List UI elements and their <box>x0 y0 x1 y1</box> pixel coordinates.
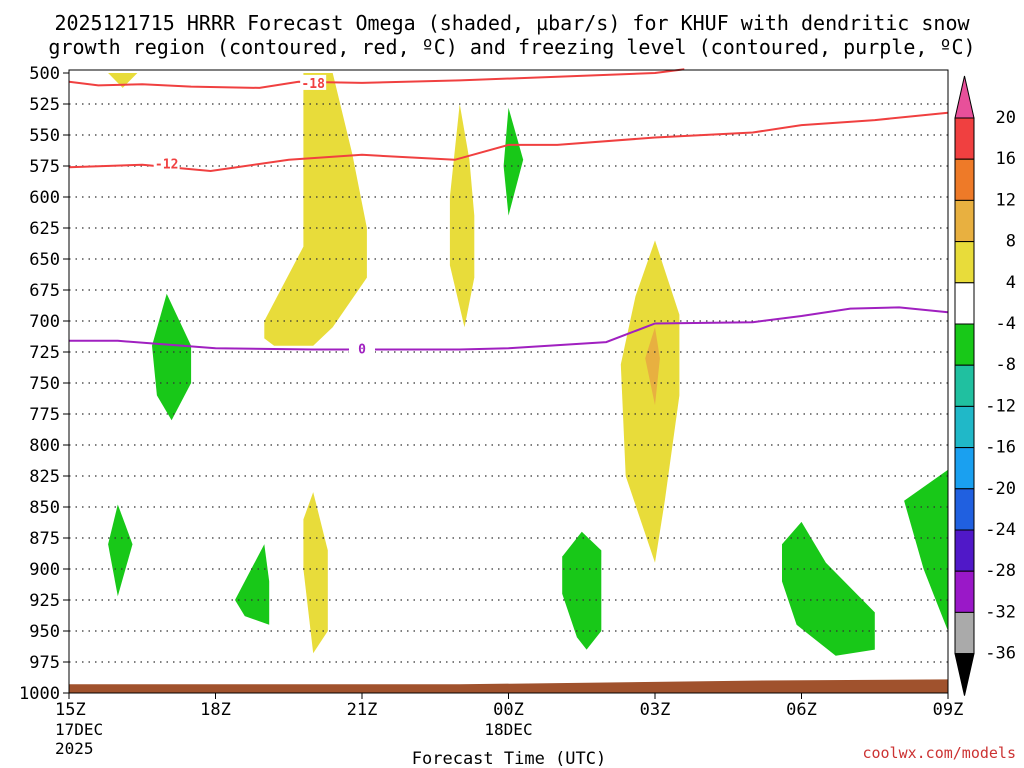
colorbar-swatch-1 <box>954 117 975 160</box>
dgz_top_-18C-label: -18 <box>301 77 325 92</box>
colorbar-bottom-arrow <box>954 653 975 696</box>
colorbar-swatch-7 <box>954 364 975 407</box>
colorbar: 20 16 12 8 4 -4 -8 -12 -16 -20 -24 -28 -32 -36 <box>954 75 1016 696</box>
omega-neg-5 <box>562 531 602 650</box>
colorbar-swatch-12 <box>954 570 975 613</box>
x-tick-label-2: 21Z <box>347 700 378 720</box>
colorbar-label-5: -4 <box>996 314 1016 334</box>
omega-neg-4 <box>235 544 270 625</box>
colorbar-swatch-4 <box>954 241 975 284</box>
surface-terrain <box>69 679 948 693</box>
omega-pos-4 <box>620 240 680 563</box>
colorbar-label-2: 12 <box>996 190 1016 210</box>
y-tick-label-575: 575 <box>29 157 60 177</box>
colorbar-label-3: 8 <box>1006 232 1016 252</box>
y-tick-label-675: 675 <box>29 281 60 301</box>
y-tick-label-775: 775 <box>29 405 60 425</box>
colorbar-label-4: 4 <box>1006 273 1016 293</box>
colorbar-swatch-6 <box>954 323 975 366</box>
omega-pos-3 <box>449 104 475 328</box>
colorbar-swatch-11 <box>954 529 975 572</box>
colorbar-swatch-5 <box>954 282 975 325</box>
omega-neg-2 <box>503 107 524 216</box>
chart-title-line1: 2025121715 HRRR Forecast Omega (shaded, … <box>54 11 970 35</box>
dgz_bottom_-12C-label: -12 <box>155 158 178 173</box>
colorbar-swatch-9 <box>954 447 975 490</box>
dgz_top_-18C-line <box>68 68 685 89</box>
colorbar-label-7: -12 <box>985 396 1016 416</box>
omega-neg-7 <box>904 469 948 631</box>
y-tick-label-800: 800 <box>29 436 60 456</box>
colorbar-label-12: -32 <box>985 602 1016 622</box>
dgz_bottom_-12C-line <box>68 111 949 173</box>
omega-pos-2 <box>264 73 367 346</box>
y-tick-label-950: 950 <box>29 622 60 642</box>
x-tick-label-0: 15Z <box>55 700 86 720</box>
y-tick-label-725: 725 <box>29 343 60 363</box>
omega-neg-1 <box>152 293 192 421</box>
colorbar-label-1: 16 <box>996 149 1016 169</box>
y-tick-label-550: 550 <box>29 126 60 146</box>
x-tick-year-0: 2025 <box>55 739 94 758</box>
omega-pos-1 <box>108 73 138 88</box>
freezing_level_0C-line <box>69 306 949 351</box>
colorbar-label-13: -36 <box>985 644 1016 664</box>
colorbar-label-8: -16 <box>985 438 1016 458</box>
omega-shading <box>108 73 948 656</box>
y-tick-label-700: 700 <box>29 312 60 332</box>
y-tick-label-650: 650 <box>29 250 60 270</box>
omega-pos-5 <box>645 327 660 406</box>
x-tick-label-3: 00Z <box>493 700 524 720</box>
y-tick-label-1000: 1000 <box>19 684 60 704</box>
x-tick-date-0: 17DEC <box>55 720 103 739</box>
x-tick-date-3: 18DEC <box>484 720 532 739</box>
x-tick-label-4: 03Z <box>640 700 671 720</box>
dgz_bottom_-12C-label-bg <box>153 155 180 171</box>
colorbar-label-11: -28 <box>985 561 1016 581</box>
colorbar-label-10: -24 <box>985 520 1016 540</box>
y-axis: 500 525 550 575 600 625 650 675 700 725 750 775 800 8… <box>19 64 69 704</box>
y-tick-label-875: 875 <box>29 529 60 549</box>
y-tick-label-625: 625 <box>29 219 60 239</box>
colorbar-label-0: 20 <box>996 108 1016 128</box>
y-tick-label-925: 925 <box>29 591 60 611</box>
y-tick-label-900: 900 <box>29 560 60 580</box>
colorbar-swatch-3 <box>954 199 975 243</box>
omega-neg-6 <box>782 521 875 656</box>
x-tick-label-6: 09Z <box>933 700 964 720</box>
omega-neg-3 <box>108 504 133 597</box>
colorbar-swatch-8 <box>954 405 975 449</box>
y-tick-label-500: 500 <box>29 64 60 84</box>
freezing_level_0C-label-bg <box>349 340 375 356</box>
colorbar-top-arrow <box>954 75 975 119</box>
colorbar-swatch-10 <box>954 488 975 531</box>
freezing_level_0C-label: 0 <box>358 342 366 357</box>
chart-title-line2: growth region (contoured, red, ºC) and f… <box>48 35 975 59</box>
y-tick-label-975: 975 <box>29 653 60 673</box>
colorbar-swatch-13 <box>954 611 975 655</box>
y-tick-label-825: 825 <box>29 467 60 487</box>
credit-text: coolwx.com/models <box>862 744 1016 762</box>
x-tick-label-5: 06Z <box>786 700 817 720</box>
terrain-fill <box>69 679 948 693</box>
temperature-contours: -18 -12 0 <box>68 68 949 357</box>
y-tick-label-750: 750 <box>29 374 60 394</box>
colorbar-swatch-2 <box>954 158 975 201</box>
colorbar-label-6: -8 <box>996 355 1016 375</box>
y-tick-label-850: 850 <box>29 498 60 518</box>
colorbar-label-9: -20 <box>985 479 1016 499</box>
x-tick-label-1: 18Z <box>200 700 231 720</box>
y-tick-label-600: 600 <box>29 188 60 208</box>
y-tick-label-525: 525 <box>29 95 60 115</box>
x-axis-label: Forecast Time (UTC) <box>412 749 606 768</box>
omega-pos-6 <box>303 492 328 654</box>
dgz_top_-18C-label-bg <box>300 74 327 90</box>
